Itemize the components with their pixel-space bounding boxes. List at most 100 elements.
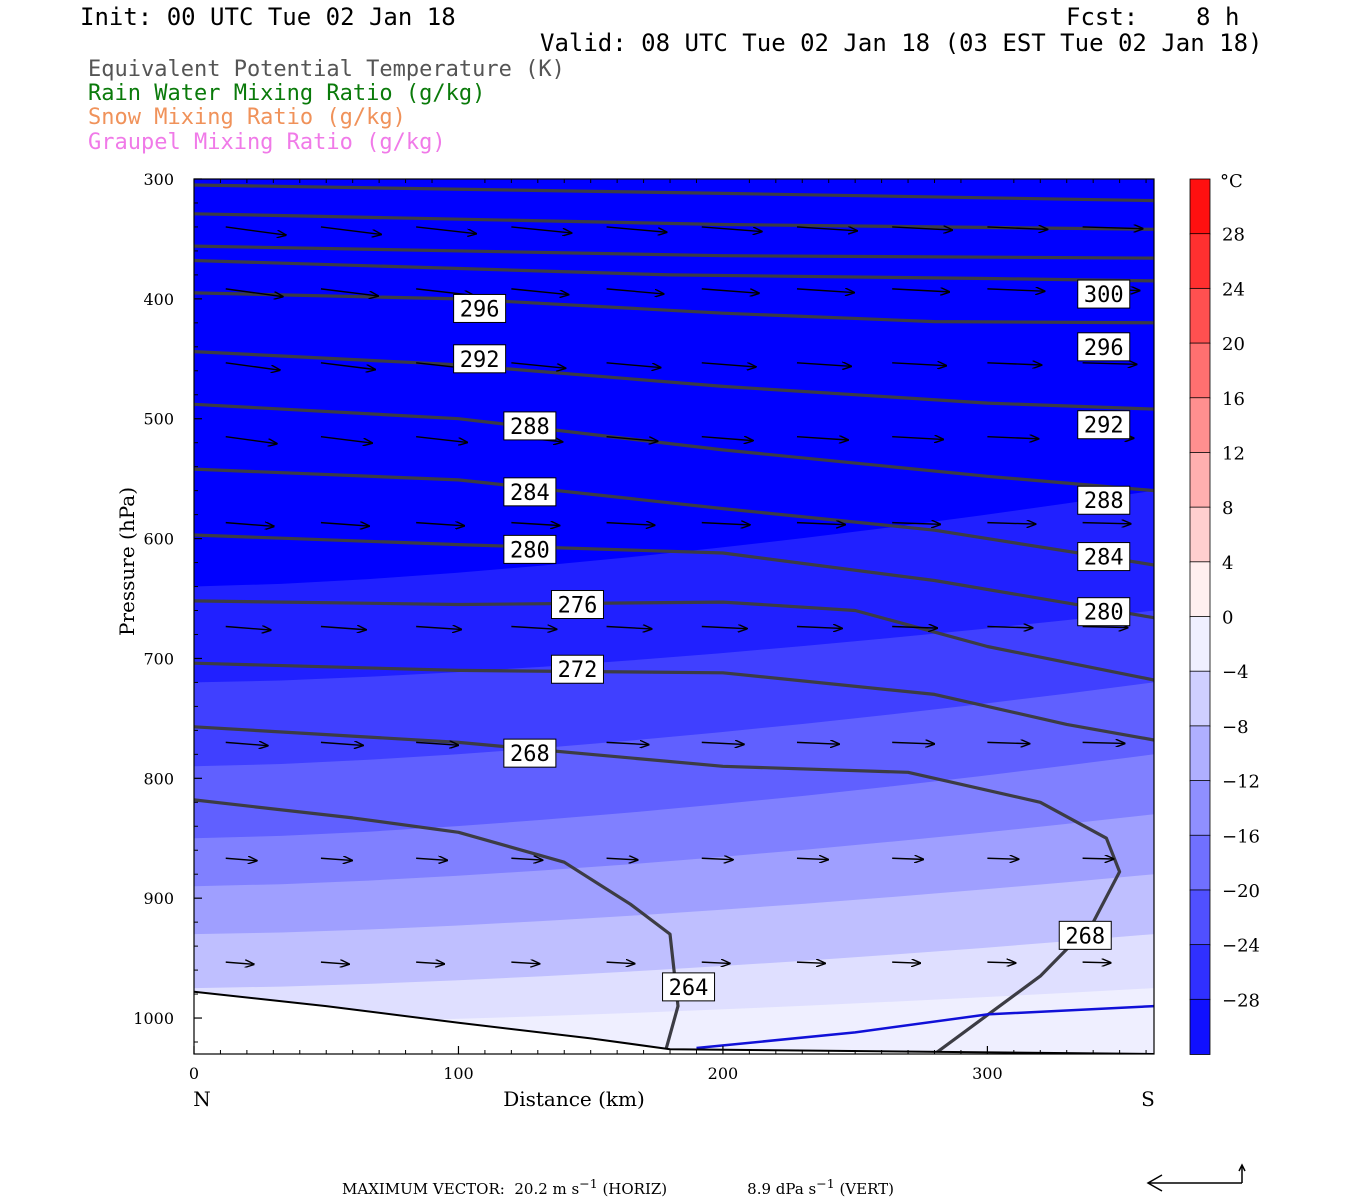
- colorbar-tick-label-1: 24: [1222, 279, 1245, 300]
- contour-label-box-3: [503, 477, 557, 507]
- field-label-graupel: Graupel Mixing Ratio (g/kg): [88, 130, 446, 155]
- contour-label-box-10: [1077, 332, 1131, 362]
- wind-vector-15: [701, 288, 759, 293]
- colorbar-tick-label-13: −24: [1222, 936, 1260, 957]
- wind-vector-47: [892, 523, 940, 525]
- wind-vector-77: [892, 858, 923, 859]
- field-label-snow: Snow Mixing Ratio (g/kg): [88, 105, 406, 130]
- wind-vector-44: [606, 523, 655, 526]
- x-tick-label-0: 0: [189, 1064, 199, 1083]
- wind-vector-14: [606, 288, 664, 294]
- colorbar-tick-label-10: −12: [1222, 772, 1260, 793]
- wind-vector-37: [892, 437, 943, 440]
- wind-vector-55: [701, 627, 747, 629]
- wind-vector-1: [320, 226, 381, 234]
- x-tick-label-2: 200: [708, 1064, 739, 1083]
- wind-vector-20: [225, 362, 280, 370]
- wind-vector-73: [511, 858, 542, 860]
- wind-vector-31: [320, 436, 372, 443]
- max-vector-text: MAXIMUM VECTOR: 20.2 m s−1 (HORIZ) 8.9 dP…: [342, 1176, 894, 1198]
- field-label-rain: Rain Water Mixing Ratio (g/kg): [88, 81, 486, 106]
- wind-vector-84: [606, 962, 635, 964]
- wind-vector-8: [987, 227, 1047, 229]
- colorbar-tick-label-5: 8: [1222, 498, 1233, 519]
- isentrope-288-6: [194, 402, 1154, 493]
- zero-isotherm-line: [696, 1004, 1154, 1050]
- isentrope-272-10: [194, 661, 1154, 742]
- wind-vector-32: [416, 436, 467, 443]
- wind-vector-75: [701, 858, 733, 859]
- wind-vector-0: [225, 226, 286, 235]
- wind-vector-58: [987, 627, 1032, 628]
- south-label: S: [1141, 1087, 1155, 1111]
- wind-vector-6: [796, 226, 857, 231]
- colorbar-tick-label-14: −28: [1222, 990, 1260, 1011]
- wind-vector-5: [701, 226, 762, 232]
- wind-vector-46: [796, 523, 845, 525]
- wind-vector-49: [1082, 523, 1131, 524]
- wind-vector-34: [606, 436, 658, 442]
- wind-vector-9: [1082, 227, 1143, 229]
- colorbar-bin-9: [1189, 670, 1211, 727]
- max-vector-vert: 8.9 dPa s: [747, 1180, 817, 1198]
- wind-vector-86: [796, 962, 825, 963]
- wind-vector-89: [1082, 962, 1111, 963]
- wind-vector-30: [225, 436, 277, 444]
- contour-label-box-11: [1077, 410, 1131, 440]
- axes: 300 400 500 600 700 800 900 1000 0 100 200 300 Dista…: [115, 170, 1155, 1111]
- wind-vector-74: [606, 858, 638, 860]
- terrain-fill: [194, 991, 1154, 1054]
- wind-vector-38: [987, 437, 1038, 439]
- colorbar-bin-4: [1189, 397, 1211, 454]
- max-vector-horiz-arrowhead: [1146, 1174, 1163, 1192]
- contour-label-2: 288: [510, 415, 550, 440]
- wind-vector-18: [987, 289, 1044, 291]
- wind-vector-41: [320, 523, 369, 526]
- theta-e-contours: [194, 183, 1154, 1054]
- wind-vector-67: [892, 742, 934, 744]
- contour-label-box-1: [453, 344, 507, 374]
- isentrope-300-1: [194, 183, 1154, 203]
- wind-vector-61: [320, 742, 363, 745]
- colorbar-bin-10: [1189, 725, 1211, 782]
- wind-vector-3: [511, 226, 571, 233]
- colorbar-bin-8: [1189, 616, 1211, 673]
- wind-vector-56: [796, 627, 842, 629]
- terrain-line: [194, 990, 1154, 1054]
- wind-vector-21: [320, 362, 375, 370]
- y-tick-label-1: 400: [143, 290, 174, 309]
- wind-vector-60: [225, 742, 268, 745]
- wind-vector-71: [320, 858, 352, 860]
- wind-vector-88: [987, 962, 1015, 963]
- wind-vector-83: [511, 962, 539, 964]
- wind-vector-7: [892, 227, 952, 230]
- x-tick-label-3: 300: [972, 1064, 1003, 1083]
- forecast-hour: Fcst: 8 h: [1066, 3, 1240, 31]
- wind-vector-81: [320, 962, 349, 964]
- wind-vector-65: [701, 742, 744, 744]
- zero-isotherm: [696, 1004, 1154, 1050]
- isentrope-284-7: [194, 467, 1154, 567]
- colorbar-tick-label-7: 0: [1222, 608, 1233, 629]
- contour-label-3: 284: [510, 481, 550, 506]
- colorbar-tick-label-0: 28: [1222, 225, 1245, 246]
- contour-label-box-0: [453, 293, 507, 323]
- colorbar-tick-label-2: 20: [1222, 334, 1245, 355]
- contour-label-box-6: [550, 654, 604, 684]
- wind-vector-78: [987, 858, 1018, 859]
- colorbar-bin-0: [1189, 178, 1211, 235]
- contour-label-1: 292: [460, 348, 500, 373]
- colorbar-bin-13: [1189, 889, 1211, 946]
- wind-vector-53: [511, 627, 556, 630]
- contour-label-7: 268: [510, 742, 550, 767]
- colorbar-tick-label-6: 4: [1222, 553, 1233, 574]
- colorbar-bin-14: [1189, 944, 1211, 1001]
- x-tick-label-1: 100: [443, 1064, 474, 1083]
- wind-vector-51: [320, 627, 366, 630]
- wind-vector-79: [1082, 858, 1114, 859]
- contour-label-4: 280: [510, 538, 550, 563]
- contour-label-box-4: [503, 534, 557, 564]
- colorbar-tick-label-3: 16: [1222, 389, 1245, 410]
- colorbar-bin-11: [1189, 780, 1211, 837]
